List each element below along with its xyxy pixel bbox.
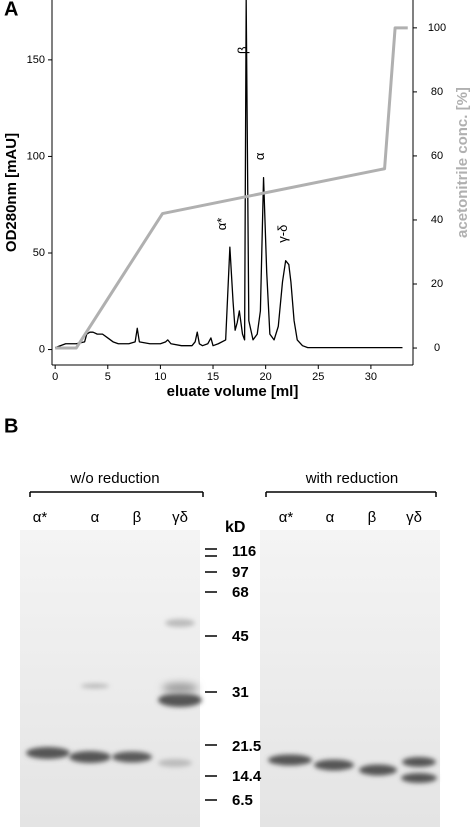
x-axis-label: eluate volume [ml] (167, 383, 299, 400)
marker-label: 45 (232, 628, 249, 645)
gel-bands (26, 619, 437, 783)
band (112, 751, 152, 763)
y-tick-label: 50 (33, 247, 45, 259)
marker-label: 97 (232, 564, 249, 581)
x-tick-label: 30 (365, 371, 377, 383)
peak-label: α* (214, 218, 229, 231)
lane-label: β (133, 509, 142, 526)
band (81, 683, 109, 689)
peak-label: β (235, 46, 250, 53)
absorbance-line (54, 0, 403, 349)
band (158, 693, 202, 707)
band (158, 759, 192, 767)
marker-label: 68 (232, 584, 249, 601)
panel-label: B (4, 415, 18, 437)
x-tick-label: 15 (207, 371, 219, 383)
marker-label: 31 (232, 684, 249, 701)
band (162, 683, 198, 693)
marker-label: 14.4 (232, 768, 262, 785)
band (26, 747, 70, 759)
marker-label: 116 (232, 543, 256, 560)
lane-label: γδ (406, 509, 422, 526)
panel-label: A (4, 0, 18, 20)
chromatogram: A 0 5 10 15 20 25 30 0 50 100 150 0 20 40 60 80 100 eluate… (3, 0, 471, 400)
lane-label: α (326, 509, 335, 526)
band (314, 759, 354, 771)
y2-tick-label: 20 (431, 278, 443, 290)
x-tick-label: 25 (312, 371, 324, 383)
marker-label: 6.5 (232, 792, 253, 809)
band (69, 751, 111, 763)
marker-ladder: 116 97 68 45 31 21.5 14.4 6.5 (205, 543, 262, 809)
marker-label: 21.5 (232, 738, 261, 755)
lane-label: γδ (172, 509, 188, 526)
lane-label: α* (33, 509, 48, 526)
y2-tick-label: 60 (431, 150, 443, 162)
x-tick-label: 20 (260, 371, 272, 383)
y-tick-label: 150 (27, 54, 45, 66)
marker-gap (200, 530, 260, 827)
x-tick-label: 10 (154, 371, 166, 383)
y-tick-label: 0 (39, 343, 45, 355)
y2-tick-label: 0 (434, 342, 440, 354)
y-tick-label: 100 (27, 150, 45, 162)
gradient-line (55, 26, 408, 350)
band (268, 754, 312, 766)
peak-label: α (252, 152, 267, 160)
x-tick-label: 5 (105, 371, 111, 383)
band (402, 757, 436, 767)
y2-tick-label: 100 (428, 22, 446, 34)
plot-area (54, 0, 408, 350)
marker-unit: kD (225, 519, 245, 536)
lane-label: β (368, 509, 377, 526)
band (359, 764, 397, 776)
y2-tick-label: 80 (431, 86, 443, 98)
group-label: w/o reduction (69, 470, 159, 487)
gel-panel: B w/o reduction with reduction α* α β γδ… (4, 415, 440, 827)
y2-axis-label: acetonitrile conc. [%] (454, 87, 471, 238)
y2-tick-label: 40 (431, 214, 443, 226)
band (165, 619, 195, 627)
group-label: with reduction (305, 470, 399, 487)
lane-label: α* (279, 509, 294, 526)
y-axis-label: OD280nm [mAU] (3, 133, 20, 252)
band (401, 773, 437, 783)
x-tick-label: 0 (52, 371, 58, 383)
peak-label: γ-δ (275, 225, 290, 243)
lane-label: α (91, 509, 100, 526)
